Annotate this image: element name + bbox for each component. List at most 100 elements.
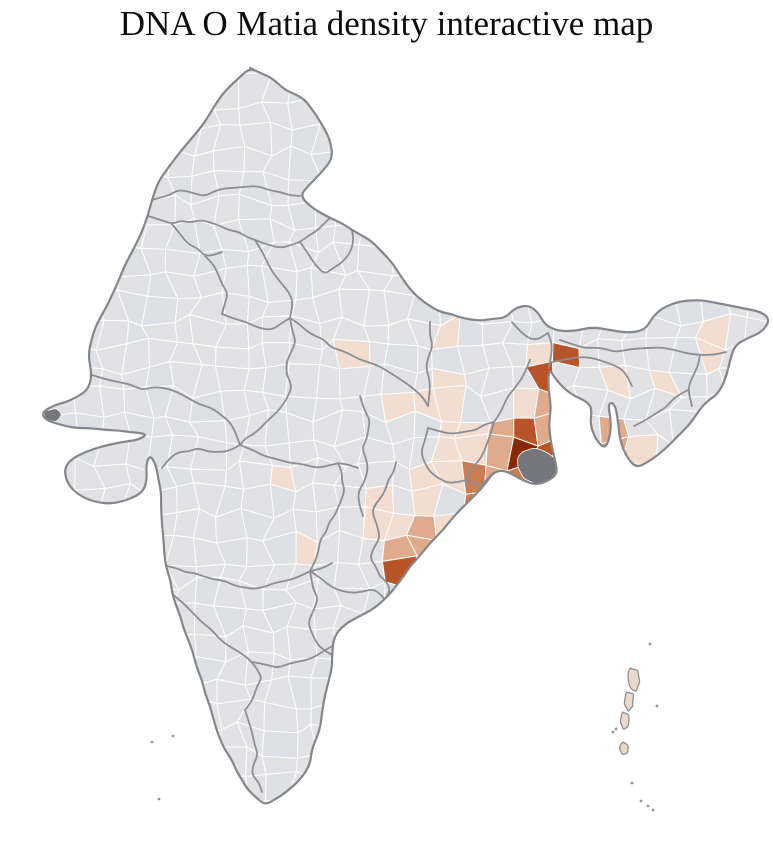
- district-cell[interactable]: [118, 511, 147, 537]
- district-cell[interactable]: [629, 604, 659, 639]
- district-cell[interactable]: [527, 674, 561, 708]
- district-cell[interactable]: [363, 198, 389, 227]
- district-cell[interactable]: [212, 775, 251, 806]
- district-cell[interactable]: [718, 843, 754, 860]
- district-cell[interactable]: [668, 562, 704, 587]
- district-cell[interactable]: [692, 748, 725, 770]
- district-cell[interactable]: [405, 605, 434, 640]
- district-cell[interactable]: [477, 196, 508, 231]
- district-cell[interactable]: [551, 605, 588, 634]
- district-cell[interactable]: [743, 246, 772, 273]
- district-cell[interactable]: [765, 749, 773, 777]
- district-cell[interactable]: [100, 653, 130, 679]
- district-cell[interactable]: [668, 486, 700, 519]
- district-cell[interactable]: [696, 512, 723, 543]
- district-cell[interactable]: [577, 247, 604, 274]
- district-cell[interactable]: [717, 265, 753, 291]
- district-cell[interactable]: [644, 217, 677, 253]
- district-cell[interactable]: [647, 77, 683, 103]
- district-cell[interactable]: [695, 169, 732, 204]
- district-cell[interactable]: [603, 459, 623, 495]
- district-cell[interactable]: [554, 529, 584, 564]
- district-cell[interactable]: [699, 650, 726, 684]
- district-cell[interactable]: [746, 289, 773, 322]
- district-cell[interactable]: [439, 148, 464, 178]
- district-cell[interactable]: [744, 744, 770, 784]
- district-cell[interactable]: [410, 100, 443, 133]
- district-cell[interactable]: [553, 288, 586, 321]
- district-cell[interactable]: [740, 124, 773, 159]
- district-cell[interactable]: [599, 580, 631, 608]
- district-cell[interactable]: [744, 774, 770, 805]
- district-cell[interactable]: [524, 530, 563, 564]
- district-cell[interactable]: [392, 247, 417, 277]
- district-cell[interactable]: [27, 752, 59, 779]
- district-cell[interactable]: [50, 149, 79, 175]
- district-cell[interactable]: [381, 195, 412, 227]
- district-cell[interactable]: [73, 701, 102, 725]
- district-cell[interactable]: [728, 585, 755, 609]
- district-cell[interactable]: [599, 217, 633, 253]
- district-cell[interactable]: [100, 794, 132, 825]
- district-cell[interactable]: [649, 266, 677, 301]
- district-cell[interactable]: [740, 650, 771, 682]
- district-cell[interactable]: [150, 851, 168, 860]
- district-cell[interactable]: [68, 606, 104, 631]
- district-cell[interactable]: [262, 363, 290, 397]
- district-cell[interactable]: [432, 822, 461, 852]
- district-cell[interactable]: [167, 821, 197, 851]
- district-cell[interactable]: [743, 152, 773, 174]
- district-cell[interactable]: [671, 240, 708, 275]
- district-cell[interactable]: [477, 649, 514, 677]
- district-cell[interactable]: [29, 52, 57, 81]
- district-cell[interactable]: [724, 800, 755, 828]
- district-cell[interactable]: [314, 180, 346, 208]
- district-cell[interactable]: [726, 432, 746, 461]
- district-cell[interactable]: [721, 390, 753, 423]
- district-cell[interactable]: [140, 295, 179, 327]
- district-cell[interactable]: [749, 388, 773, 424]
- district-cell[interactable]: [459, 607, 490, 637]
- district-cell[interactable]: [530, 174, 561, 206]
- district-cell[interactable]: [47, 777, 84, 798]
- district-cell[interactable]: [579, 529, 607, 562]
- district-cell[interactable]: [264, 409, 290, 447]
- district-cell[interactable]: [650, 802, 681, 826]
- district-cell[interactable]: [764, 626, 773, 652]
- district-cell[interactable]: [71, 149, 99, 179]
- district-cell[interactable]: [750, 195, 773, 222]
- district-cell[interactable]: [118, 722, 150, 752]
- district-cell[interactable]: [573, 198, 606, 226]
- district-cell[interactable]: [140, 673, 176, 703]
- district-cell[interactable]: [749, 360, 773, 400]
- district-cell[interactable]: [744, 73, 767, 112]
- district-cell[interactable]: [506, 581, 537, 613]
- district-cell[interactable]: [190, 820, 215, 851]
- district-cell[interactable]: [694, 817, 731, 853]
- district-cell[interactable]: [648, 505, 676, 544]
- district-cell[interactable]: [579, 586, 606, 608]
- district-cell[interactable]: [624, 635, 657, 660]
- district-cell[interactable]: [552, 412, 586, 443]
- district-cell[interactable]: [721, 702, 752, 735]
- district-cell[interactable]: [23, 532, 55, 564]
- district-cell[interactable]: [439, 129, 458, 156]
- district-cell[interactable]: [27, 722, 59, 759]
- district-cell[interactable]: [767, 242, 773, 275]
- district-cell[interactable]: [50, 362, 82, 396]
- district-cell[interactable]: [764, 487, 773, 519]
- district-cell[interactable]: [740, 673, 773, 704]
- district-cell[interactable]: [24, 601, 58, 634]
- district-cell[interactable]: [555, 195, 583, 226]
- district-cell[interactable]: [50, 79, 84, 112]
- district-cell[interactable]: [530, 703, 563, 734]
- district-cell[interactable]: [214, 804, 251, 822]
- district-cell[interactable]: [647, 58, 683, 85]
- district-cell[interactable]: [44, 489, 76, 514]
- district-cell[interactable]: [455, 792, 488, 830]
- district-cell[interactable]: [508, 265, 533, 300]
- district-cell[interactable]: [49, 52, 74, 81]
- district-cell[interactable]: [716, 147, 755, 174]
- district-cell[interactable]: [580, 826, 605, 855]
- district-cell[interactable]: [599, 197, 629, 231]
